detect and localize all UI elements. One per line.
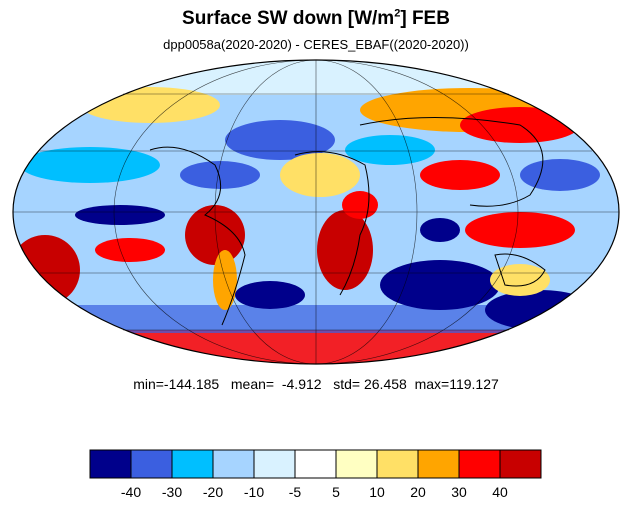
colorbar-box-3: [212, 449, 255, 479]
colorbar-tick-label: 10: [369, 484, 385, 500]
colorbar-box-10: [499, 449, 542, 479]
title-suffix: ] FEB: [400, 8, 450, 29]
statistics-line: min=-144.185 mean= -4.912 std= 26.458 ma…: [0, 376, 632, 392]
colorbar-tick-label: 40: [492, 484, 508, 500]
colorbar-box-4: [253, 449, 296, 479]
coastlines: [149, 117, 546, 326]
mean-label: mean=: [230, 376, 275, 392]
colorbar-box-8: [417, 449, 460, 479]
max-value: 119.127: [449, 376, 499, 392]
colorbar-box-0: [89, 449, 132, 479]
title-superscript: 2: [394, 7, 401, 20]
colorbar-tick-label: -40: [120, 484, 142, 500]
colorbar-box-9: [458, 449, 501, 479]
title-text: Surface SW down [W/m: [182, 8, 395, 29]
mean-value: -4.912: [281, 376, 322, 392]
colorbar-tick-label: 5: [332, 484, 340, 500]
colorbar-tick-label: 20: [410, 484, 426, 500]
colorbar-tick-label: -5: [288, 484, 302, 500]
colorbar-box-5: [294, 449, 337, 479]
std-label: std=: [333, 376, 361, 392]
std-value: 26.458: [363, 376, 407, 392]
map-title: Surface SW down [W/m2] FEB: [0, 8, 632, 30]
colorbar-box-7: [376, 449, 419, 479]
max-label: max=: [414, 376, 450, 392]
colorbar: [89, 449, 542, 479]
colorbar-tick-label: -30: [161, 484, 183, 500]
min-value: -144.185: [163, 376, 220, 392]
map-subtitle: dpp0058a(2020-2020) - CERES_EBAF((2020-2…: [163, 37, 469, 52]
min-label: min=: [133, 376, 164, 392]
colorbar-box-1: [130, 449, 173, 479]
colorbar-tick-label: -10: [243, 484, 265, 500]
colorbar-tick-label: -20: [202, 484, 224, 500]
mollweide-map: [12, 59, 620, 365]
graticule: [13, 59, 619, 365]
globe-outline: [12, 59, 620, 365]
colorbar-box-6: [335, 449, 378, 479]
colorbar-box-2: [171, 449, 214, 479]
colorbar-tick-label: 30: [451, 484, 467, 500]
